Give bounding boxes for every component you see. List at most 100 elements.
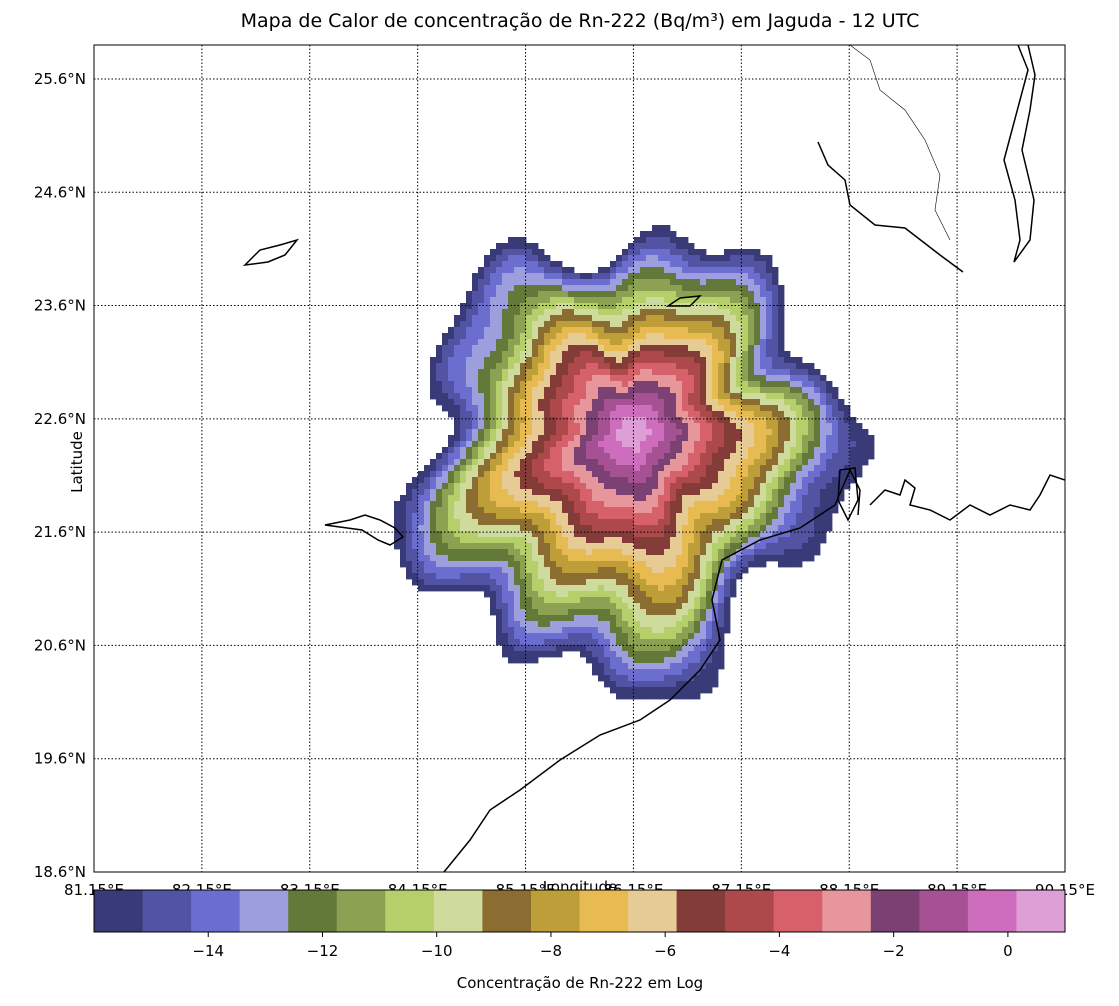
heatmap-cell [496, 405, 503, 412]
heatmap-cell [670, 249, 677, 256]
heatmap-cell [802, 525, 809, 532]
heatmap-cell [466, 501, 473, 508]
heatmap-cell [472, 555, 479, 562]
heatmap-cell [526, 651, 533, 658]
heatmap-cell [622, 501, 629, 508]
heatmap-cell [598, 549, 605, 556]
heatmap-cell [676, 549, 683, 556]
heatmap-cell [634, 345, 641, 352]
heatmap-cell [544, 273, 551, 280]
heatmap-cell [742, 489, 749, 496]
heatmap-cell [394, 543, 401, 550]
heatmap-cell [640, 327, 647, 334]
heatmap-cell [682, 285, 689, 292]
heatmap-cell [790, 495, 797, 502]
heatmap-cell [652, 471, 659, 478]
heatmap-cell [610, 615, 617, 622]
heatmap-cell [430, 507, 437, 514]
heatmap-cell [856, 447, 863, 454]
heatmap-cell [562, 339, 569, 346]
heatmap-cell [712, 531, 719, 538]
heatmap-cell [652, 411, 659, 418]
heatmap-cell [490, 249, 497, 256]
heatmap-cell [628, 549, 635, 556]
heatmap-cell [760, 471, 767, 478]
heatmap-cell [454, 567, 461, 574]
heatmap-cell [808, 417, 815, 424]
heatmap-cell [778, 561, 785, 568]
heatmap-cell [802, 519, 809, 526]
heatmap-cell [586, 303, 593, 310]
heatmap-cell [718, 657, 725, 664]
heatmap-cell [802, 393, 809, 400]
heatmap-cell [640, 435, 647, 442]
heatmap-cell [646, 243, 653, 250]
heatmap-cell [640, 291, 647, 298]
heatmap-cell [652, 615, 659, 622]
heatmap-cell [706, 315, 713, 322]
heatmap-cell [508, 585, 515, 592]
heatmap-cell [520, 393, 527, 400]
heatmap-cell [454, 483, 461, 490]
heatmap-cell [808, 369, 815, 376]
heatmap-cell [790, 423, 797, 430]
heatmap-cell [616, 693, 623, 700]
heatmap-cell [514, 309, 521, 316]
heatmap-cell [688, 279, 695, 286]
colorbar-swatch [725, 890, 775, 932]
heatmap-cell [790, 417, 797, 424]
heatmap-cell [484, 555, 491, 562]
heatmap-cell [718, 477, 725, 484]
heatmap-cell [760, 549, 767, 556]
heatmap-cell [664, 423, 671, 430]
heatmap-cell [550, 507, 557, 514]
heatmap-cell [436, 543, 443, 550]
heatmap-cell [472, 363, 479, 370]
heatmap-cell [736, 351, 743, 358]
heatmap-cell [592, 387, 599, 394]
heatmap-cell [664, 453, 671, 460]
heatmap-cell [718, 531, 725, 538]
heatmap-cell [766, 483, 773, 490]
heatmap-cell [478, 339, 485, 346]
heatmap-cell [778, 477, 785, 484]
heatmap-cell [646, 687, 653, 694]
heatmap-cell [538, 585, 545, 592]
heatmap-cell [676, 237, 683, 244]
heatmap-cell [730, 441, 737, 448]
heatmap-cell [628, 423, 635, 430]
heatmap-cell [718, 303, 725, 310]
heatmap-cell [676, 261, 683, 268]
heatmap-cell [610, 447, 617, 454]
heatmap-cell [550, 471, 557, 478]
heatmap-cell [712, 507, 719, 514]
heatmap-cell [610, 675, 617, 682]
heatmap-cell [688, 357, 695, 364]
heatmap-cell [676, 603, 683, 610]
heatmap-cell [538, 435, 545, 442]
heatmap-cell [760, 351, 767, 358]
heatmap-cell [448, 399, 455, 406]
heatmap-cell [628, 435, 635, 442]
heatmap-cell [652, 273, 659, 280]
heatmap-cell [778, 453, 785, 460]
heatmap-cell [640, 573, 647, 580]
heatmap-cell [694, 549, 701, 556]
heatmap-cell [610, 459, 617, 466]
heatmap-cell [502, 255, 509, 262]
heatmap-cell [502, 423, 509, 430]
heatmap-cell [442, 549, 449, 556]
heatmap-cell [640, 249, 647, 256]
heatmap-cell [562, 345, 569, 352]
heatmap-cell [616, 393, 623, 400]
heatmap-cell [700, 345, 707, 352]
heatmap-cell [394, 519, 401, 526]
heatmap-cell [508, 555, 515, 562]
heatmap-cell [550, 555, 557, 562]
heatmap-cell [676, 423, 683, 430]
heatmap-cell [670, 393, 677, 400]
heatmap-cell [628, 273, 635, 280]
heatmap-cell [604, 357, 611, 364]
heatmap-cell [526, 537, 533, 544]
heatmap-cell [520, 309, 527, 316]
